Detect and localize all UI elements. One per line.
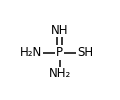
Text: P: P bbox=[56, 46, 63, 59]
Text: NH₂: NH₂ bbox=[48, 67, 71, 80]
Text: H₂N: H₂N bbox=[20, 46, 42, 59]
Text: SH: SH bbox=[77, 46, 93, 59]
Text: NH: NH bbox=[51, 24, 68, 37]
